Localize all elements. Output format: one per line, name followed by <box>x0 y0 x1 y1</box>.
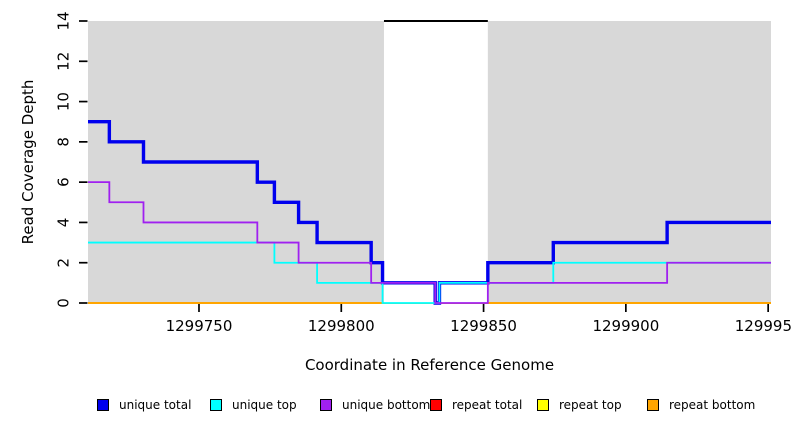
legend-label: repeat total <box>452 398 523 412</box>
unique-top-swatch-icon <box>210 399 222 411</box>
series-unique-total <box>88 120 771 305</box>
x-axis-tick-label: 1299900 <box>592 317 659 335</box>
highlight-region <box>383 21 488 303</box>
y-axis-tick-label: 2 <box>55 258 73 268</box>
y-axis-tick-label: 14 <box>55 11 73 30</box>
legend-label: repeat top <box>559 398 622 412</box>
series-unique-bottom <box>88 181 771 304</box>
y-axis-tick-label: 6 <box>55 177 73 187</box>
y-axis-tick-label: 4 <box>55 218 73 228</box>
y-axis-tick-label: 10 <box>55 92 73 111</box>
legend-item-repeat-bottom: repeat bottom <box>647 397 755 413</box>
legend-label: unique total <box>119 398 192 412</box>
legend: unique total unique top unique bottom re… <box>0 397 792 417</box>
y-axis-title: Read Coverage Depth <box>19 80 37 245</box>
legend-item-repeat-total: repeat total <box>430 397 522 413</box>
legend-item-unique-total: unique total <box>97 397 191 413</box>
y-axis-tick-label: 8 <box>55 137 73 147</box>
x-axis-tick-label: 1299750 <box>166 317 233 335</box>
legend-item-unique-top: unique top <box>210 397 297 413</box>
legend-item-unique-bottom: unique bottom <box>320 397 430 413</box>
repeat-bottom-swatch-icon <box>647 399 659 411</box>
legend-label: unique top <box>232 398 297 412</box>
legend-item-repeat-top: repeat top <box>537 397 622 413</box>
unique-total-swatch-icon <box>97 399 109 411</box>
x-axis-tick-label: 1299800 <box>308 317 375 335</box>
x-axis-tick-label: 1299850 <box>450 317 517 335</box>
series-unique-top <box>88 241 771 304</box>
unique-bottom-swatch-icon <box>320 399 332 411</box>
y-axis-tick-label: 12 <box>55 52 73 71</box>
repeat-total-swatch-icon <box>430 399 442 411</box>
y-axis-tick-label: 0 <box>55 298 73 308</box>
repeat-top-swatch-icon <box>537 399 549 411</box>
x-axis-title: Coordinate in Reference Genome <box>305 356 554 374</box>
legend-label: unique bottom <box>342 398 431 412</box>
legend-label: repeat bottom <box>669 398 756 412</box>
